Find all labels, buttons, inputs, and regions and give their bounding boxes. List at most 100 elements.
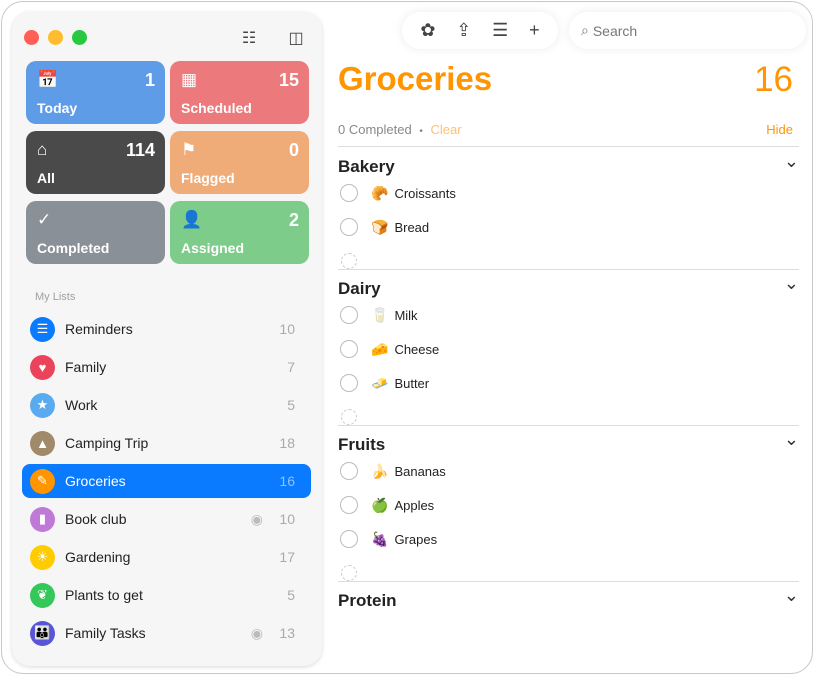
section-title: Dairy xyxy=(338,279,381,298)
reminder-item: 🍏 Apples xyxy=(340,495,434,515)
section-protein: Protein ⌄ xyxy=(338,585,799,611)
item-title[interactable]: Grapes xyxy=(394,531,438,547)
tray-icon: ⌂ xyxy=(37,140,48,159)
list-count: 7 xyxy=(287,359,295,375)
new-reminder-row[interactable] xyxy=(340,563,357,583)
list-count: 16 xyxy=(279,473,295,489)
smart-list-all[interactable]: ⌂ 114 All xyxy=(26,131,165,194)
zoom-button[interactable] xyxy=(72,30,87,45)
hide-button[interactable]: Hide xyxy=(766,122,793,137)
list-count: 17 xyxy=(279,549,295,565)
sidebar-item-family-tasks[interactable]: 👪 Family Tasks ◉ 13 xyxy=(22,616,311,650)
section-title: Protein xyxy=(338,591,397,610)
reminder-item: 🍌 Bananas xyxy=(340,461,446,481)
complete-checkbox[interactable] xyxy=(340,462,358,480)
list-count: 18 xyxy=(279,435,295,451)
chevron-down-icon[interactable]: ⌄ xyxy=(783,273,799,293)
section-fruits: Fruits ⌄ xyxy=(338,429,799,455)
item-title[interactable]: Bananas xyxy=(394,463,446,479)
completed-status: 0 Completed • Clear xyxy=(338,122,462,137)
smart-list-today[interactable]: 📅 1 Today xyxy=(26,61,165,124)
complete-checkbox[interactable] xyxy=(340,374,358,392)
shared-icon: ◉ xyxy=(250,624,263,641)
list-name: Reminders xyxy=(65,321,133,337)
smart-list-label: Today xyxy=(37,100,78,116)
reminder-item: 🧀 Cheese xyxy=(340,339,439,359)
list-count: 10 xyxy=(279,511,295,527)
section-bakery: Bakery ⌄ xyxy=(338,151,799,177)
smart-list-count: 15 xyxy=(278,70,299,90)
list-name: Gardening xyxy=(65,549,131,565)
chevron-down-icon[interactable]: ⌄ xyxy=(783,429,799,449)
family-icon: 👪 xyxy=(30,620,55,646)
item-emoji: 🍇 xyxy=(371,530,389,547)
badge-icon[interactable]: ✿ xyxy=(420,20,436,40)
item-title[interactable]: Croissants xyxy=(394,185,456,201)
smart-list-completed[interactable]: ✓ Completed xyxy=(26,201,165,264)
item-emoji: 🍌 xyxy=(371,462,389,479)
list-name: Plants to get xyxy=(65,587,143,603)
search-icon: ⌕ xyxy=(581,22,589,38)
smart-list-label: Assigned xyxy=(181,240,245,256)
sidebar-item-work[interactable]: ★ Work 5 xyxy=(22,388,311,422)
new-reminder-circle[interactable] xyxy=(341,409,357,425)
list-name: Family xyxy=(65,359,107,375)
sidebar: ☷ ◫ 📅 1 Today ▦ 15 Scheduled ⌂ 114 All ⚑ 0 Flagged ✓… xyxy=(12,12,322,666)
complete-checkbox[interactable] xyxy=(340,306,358,324)
my-lists-header: My Lists xyxy=(35,291,76,303)
complete-checkbox[interactable] xyxy=(340,530,358,548)
list-count: 16 xyxy=(754,60,793,99)
reminder-item: 🥛 Milk xyxy=(340,305,418,325)
share-icon[interactable]: ⇪ xyxy=(456,20,472,40)
sidebar-item-camping-trip[interactable]: ▲ Camping Trip 18 xyxy=(22,426,311,460)
sidebar-item-groceries[interactable]: ✎ Groceries 16 xyxy=(22,464,311,498)
new-reminder-row[interactable] xyxy=(340,407,357,427)
sidebar-item-book-club[interactable]: ▮ Book club ◉ 10 xyxy=(22,502,311,536)
bookmark-icon: ▮ xyxy=(30,506,55,532)
new-reminder-circle[interactable] xyxy=(341,565,357,581)
minimize-button[interactable] xyxy=(48,30,63,45)
carrot-icon: ✎ xyxy=(30,468,55,494)
search-input[interactable]: ⌕ Search xyxy=(569,12,806,49)
list-name: Camping Trip xyxy=(65,435,149,451)
list-add-icon[interactable]: ☷ xyxy=(241,30,257,47)
list-name: Book club xyxy=(65,511,127,527)
new-reminder-row[interactable] xyxy=(340,251,357,271)
complete-checkbox[interactable] xyxy=(340,496,358,514)
smart-list-assigned[interactable]: 👤 2 Assigned xyxy=(170,201,309,264)
section-dairy: Dairy ⌄ xyxy=(338,273,799,299)
complete-checkbox[interactable] xyxy=(340,218,358,236)
toolbar: ✿ ⇪ ☰ + xyxy=(402,12,558,49)
reminder-item: 🍇 Grapes xyxy=(340,529,437,549)
complete-checkbox[interactable] xyxy=(340,340,358,358)
item-title[interactable]: Apples xyxy=(394,497,435,513)
list-count: 5 xyxy=(287,397,295,413)
list-options-icon[interactable]: ☰ xyxy=(492,20,509,40)
smart-list-label: Scheduled xyxy=(181,100,252,116)
list-name: Family Tasks xyxy=(65,625,146,641)
item-title[interactable]: Butter xyxy=(394,375,430,391)
completed-count: 0 Completed xyxy=(338,122,412,137)
item-title[interactable]: Bread xyxy=(394,219,430,235)
divider xyxy=(338,581,799,582)
calendar-icon: ▦ xyxy=(181,70,198,89)
sidebar-item-family[interactable]: ♥ Family 7 xyxy=(22,350,311,384)
close-button[interactable] xyxy=(24,30,39,45)
sidebar-item-reminders[interactable]: ☰ Reminders 10 xyxy=(22,312,311,346)
chevron-down-icon[interactable]: ⌄ xyxy=(783,151,799,171)
add-icon[interactable]: + xyxy=(529,20,540,40)
complete-checkbox[interactable] xyxy=(340,184,358,202)
item-title[interactable]: Milk xyxy=(394,307,418,323)
sidebar-icon[interactable]: ◫ xyxy=(288,30,304,47)
item-title[interactable]: Cheese xyxy=(394,341,440,357)
sidebar-item-plants-to-get[interactable]: ❦ Plants to get 5 xyxy=(22,578,311,612)
clear-button[interactable]: Clear xyxy=(430,122,462,137)
smart-list-count: 114 xyxy=(125,140,155,160)
smart-list-flagged[interactable]: ⚑ 0 Flagged xyxy=(170,131,309,194)
smart-list-scheduled[interactable]: ▦ 15 Scheduled xyxy=(170,61,309,124)
item-emoji: 🧀 xyxy=(371,340,389,357)
new-reminder-circle[interactable] xyxy=(341,253,357,269)
chevron-down-icon[interactable]: ⌄ xyxy=(783,585,799,605)
sidebar-item-gardening[interactable]: ☀ Gardening 17 xyxy=(22,540,311,574)
